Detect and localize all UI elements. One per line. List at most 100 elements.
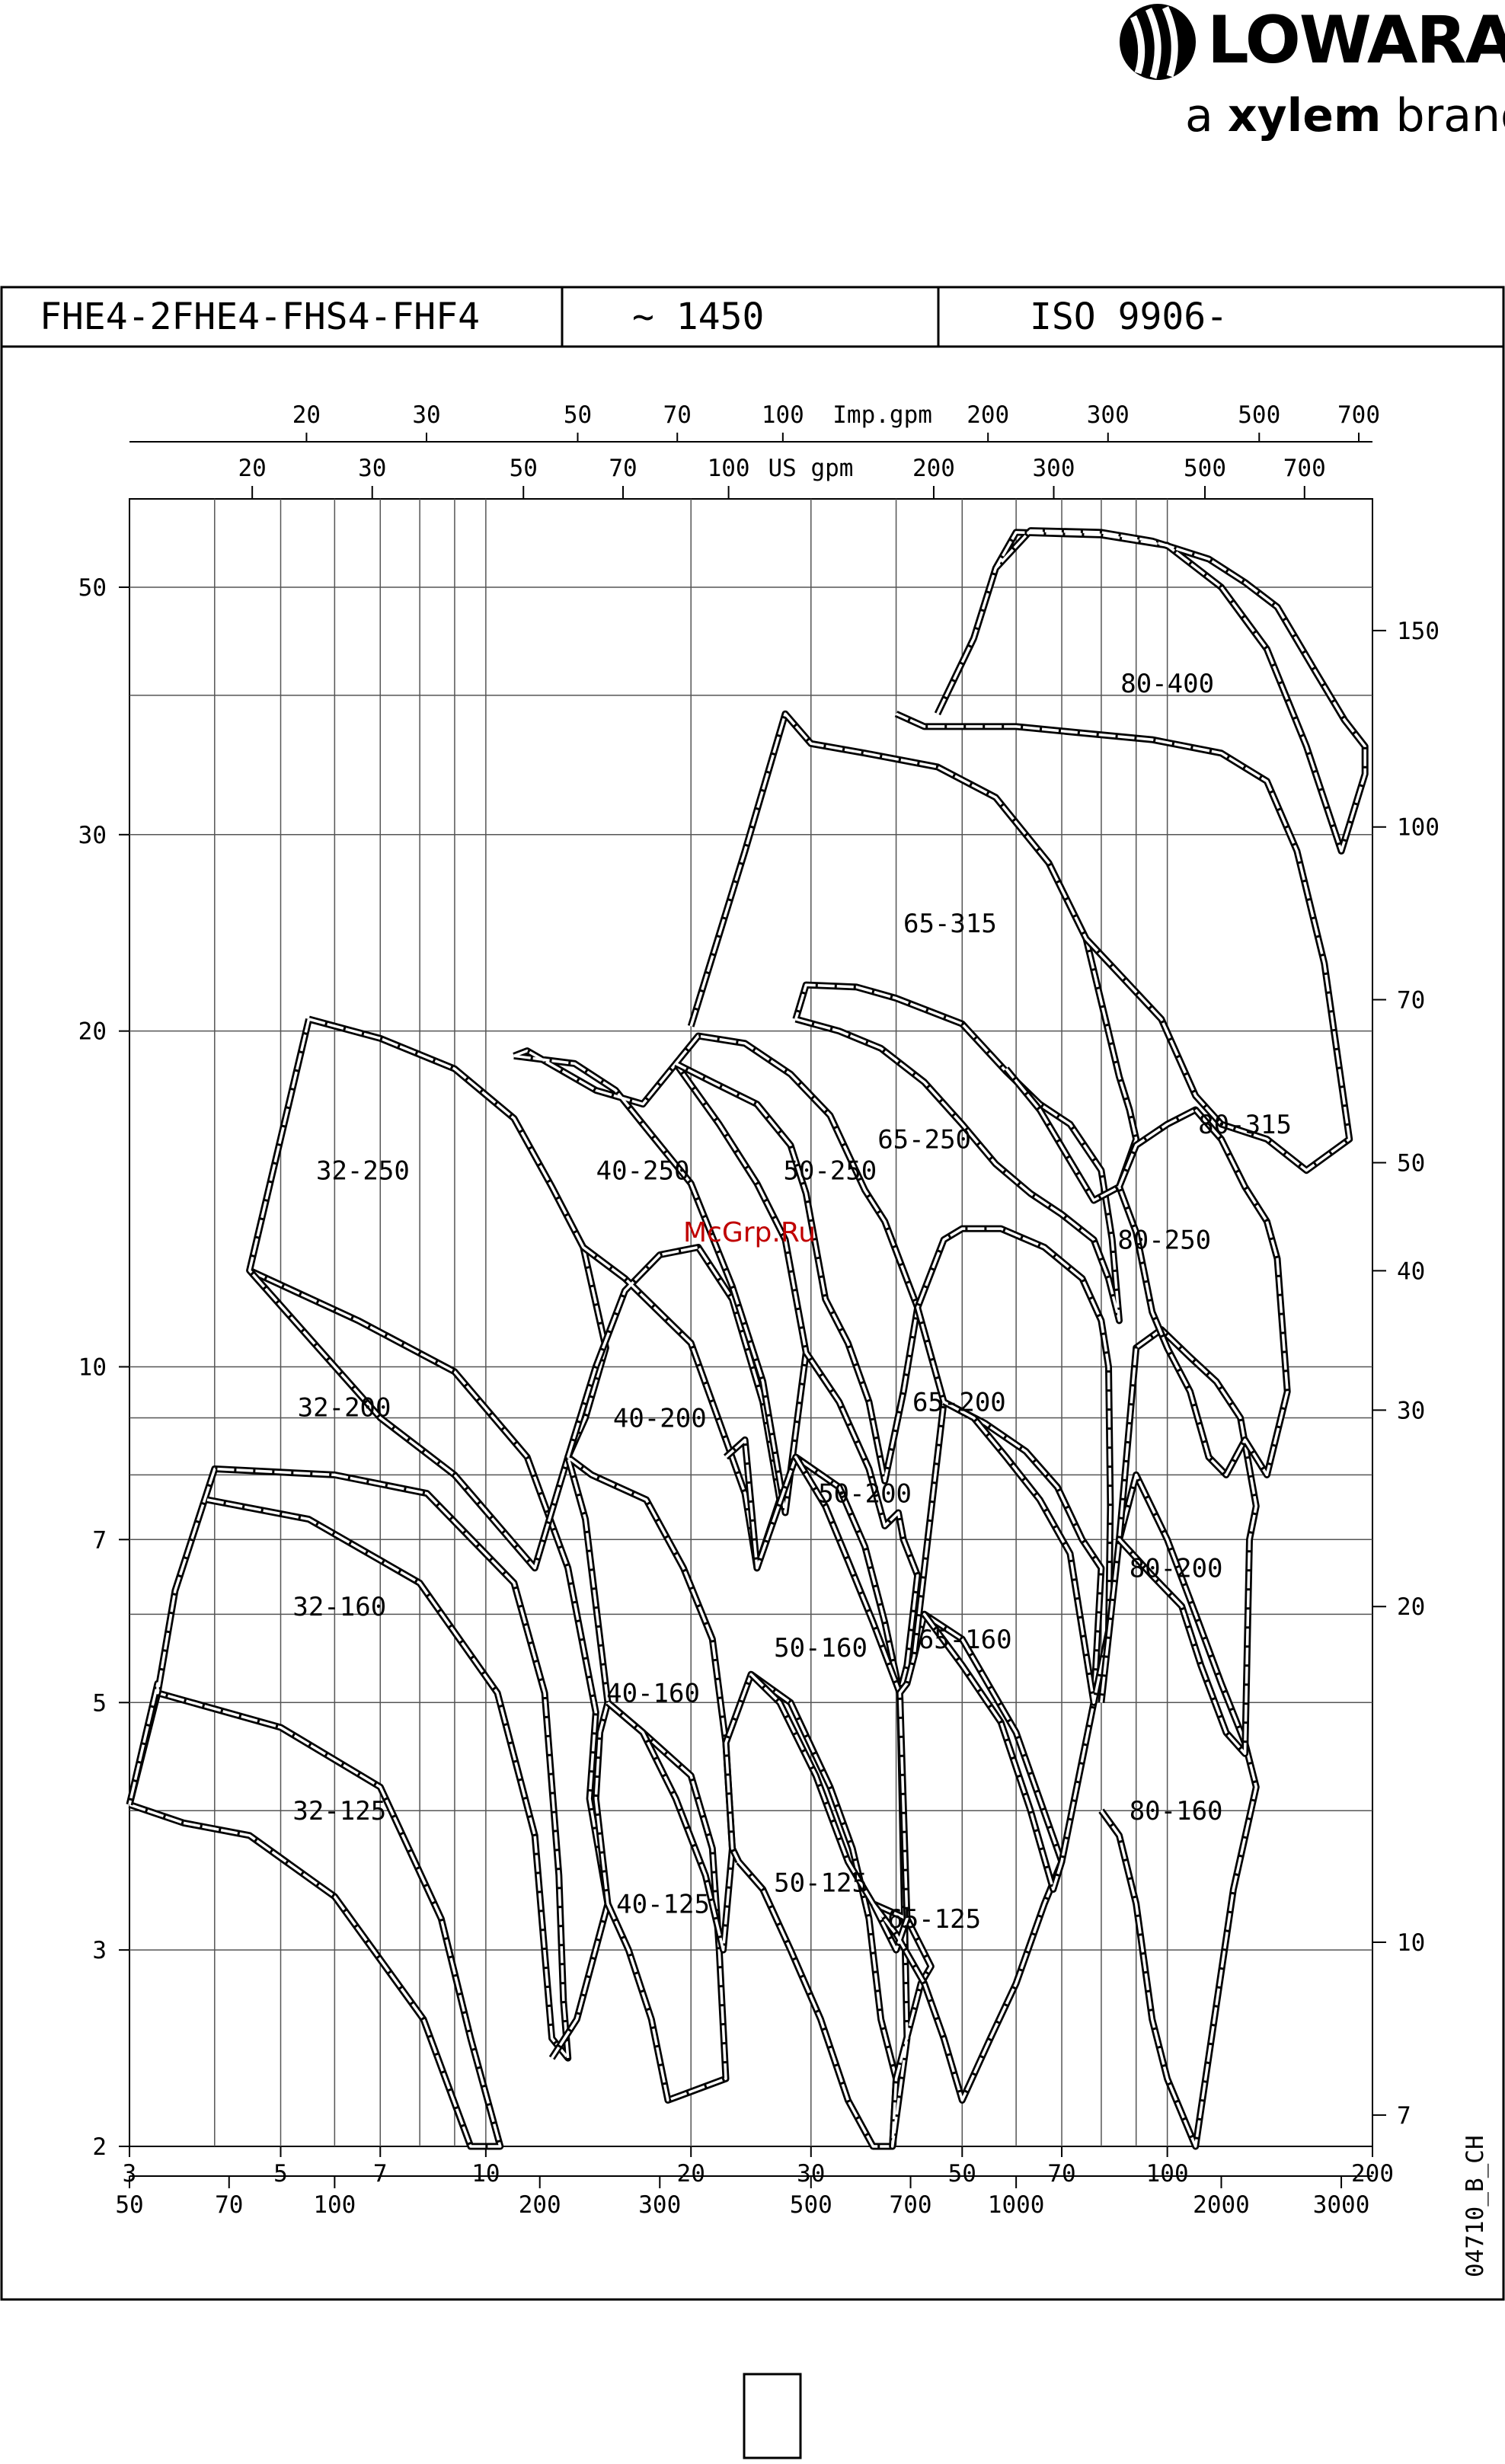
x-tick-label-us: 30 (358, 455, 386, 482)
y-tick-label-ft: 150 (1397, 618, 1439, 645)
x-tick-label-us: 500 (1184, 455, 1226, 482)
curve-65-250-inner (794, 983, 1121, 1322)
x-tick-label-imp: 50 (564, 401, 592, 429)
x-tick-label-us: 200 (912, 455, 955, 482)
chart-frame (0, 286, 1505, 2301)
curve-80-400-inner (936, 529, 1366, 853)
series-label: 40-125 (616, 1890, 710, 1920)
x-tick-label-m3h: 10 (471, 2160, 500, 2188)
plot-area (129, 498, 1373, 2147)
x-tick-label-us: 70 (609, 455, 637, 482)
header-model: FHE4-2FHE4-FHS4-FHF4 (40, 296, 480, 338)
x-tick-label-lmin: 3000 (1313, 2191, 1370, 2219)
series-label: 40-200 (613, 1403, 707, 1433)
curve-65-160-inner (912, 1400, 1103, 1891)
lowara-mark-icon (1120, 4, 1196, 80)
curve-80-160-inner (1100, 1473, 1258, 2148)
y-tick-label-ft: 20 (1397, 1593, 1425, 1621)
x-tick-label-imp: 200 (967, 401, 1009, 429)
drawing-code: 04710_B_CH (1462, 2135, 1489, 2277)
x-tick-label-m3h: 50 (948, 2160, 976, 2188)
lowara-logo: LOWARA a xylem brand (1112, 0, 1505, 152)
series-label: 65-200 (912, 1388, 1006, 1418)
series-label: 65-125 (887, 1904, 981, 1935)
x-tick-label-lmin: 500 (790, 2191, 832, 2219)
watermark: McGrp.Ru (683, 1217, 816, 1248)
x-tick-label-lmin: 300 (638, 2191, 681, 2219)
x-tick-label-us: 20 (238, 455, 267, 482)
series-label: 40-160 (606, 1679, 700, 1709)
x-tick-label-lmin: 2000 (1193, 2191, 1250, 2219)
series-label: 80-200 (1130, 1554, 1223, 1584)
x-tick-label-us: 300 (1033, 455, 1075, 482)
tagline-suffix: brand (1395, 89, 1505, 142)
y-tick-label-ft: 100 (1397, 814, 1439, 842)
us-gpm-unit-label: US gpm (768, 455, 853, 482)
header-speed: ~ 1450 (632, 296, 764, 338)
x-tick-label-imp: 500 (1238, 401, 1280, 429)
tagline-prefix: a (1185, 89, 1228, 142)
series-label: 65-315 (903, 909, 997, 939)
x-tick-label-imp: 30 (412, 401, 440, 429)
x-tick-label-m3h: 7 (373, 2160, 388, 2188)
x-tick-label-m3h: 70 (1047, 2160, 1075, 2188)
page-number-box (743, 2373, 802, 2459)
series-label: 32-125 (292, 1796, 386, 1826)
y-tick-label-ft: 50 (1397, 1150, 1425, 1178)
y-tick-label-m: 10 (78, 1353, 107, 1381)
curve-80-315-inner (895, 712, 1351, 1172)
y-tick-label-m: 30 (78, 822, 107, 849)
brand-name: LOWARA (1207, 2, 1505, 78)
curve-80-250-inner (1117, 1108, 1289, 1477)
x-tick-label-us: 700 (1283, 455, 1326, 482)
curve-40-125-inner (594, 1701, 727, 2102)
series-label: 32-250 (316, 1156, 410, 1187)
series-label: 32-200 (298, 1393, 391, 1424)
y-tick-label-m: 5 (92, 1689, 107, 1717)
curve-40-250-outer (513, 1047, 810, 1516)
y-tick-label-ft: 30 (1397, 1397, 1425, 1424)
imp-gpm-unit-label: Imp.gpm (832, 401, 932, 429)
chart-grid (129, 498, 1373, 2147)
x-tick-label-lmin: 70 (215, 2191, 243, 2219)
y-tick-label-m: 3 (92, 1937, 107, 1964)
curve-50-125-inner (724, 1673, 898, 2148)
curve-50-200-inner (794, 1351, 919, 1695)
curve-32-160-inner (128, 1467, 570, 2060)
curve-80-250-outer (1116, 1106, 1291, 1478)
x-tick-label-lmin: 1000 (988, 2191, 1045, 2219)
series-label: 32-160 (292, 1592, 386, 1622)
y-tick-label-m: 50 (78, 574, 107, 602)
curve-80-200-inner (1117, 1328, 1258, 1756)
y-tick-label-ft: 40 (1397, 1258, 1425, 1285)
x-tick-label-us: 100 (708, 455, 750, 482)
y-tick-label-m: 20 (78, 1018, 107, 1046)
x-tick-label-imp: 20 (292, 401, 321, 429)
curve-32-125-inner (128, 1691, 502, 2148)
x-tick-label-m3h: 100 (1146, 2160, 1189, 2188)
x-tick-label-m3h: 5 (273, 2160, 288, 2188)
series-label: 80-400 (1120, 669, 1214, 699)
brand-tagline: a xylem brand (1185, 93, 1505, 139)
x-tick-label-imp: 100 (762, 401, 804, 429)
curve-32-250-inner (248, 1018, 608, 1570)
series-label: 65-160 (919, 1625, 1012, 1655)
curve-50-250-inner (674, 1034, 919, 1483)
x-tick-label-m3h: 20 (677, 2160, 705, 2188)
x-tick-label-m3h: 3 (123, 2160, 137, 2188)
series-label: 80-315 (1198, 1110, 1292, 1140)
series-label: 65-250 (877, 1125, 971, 1155)
tagline-bold: xylem (1227, 89, 1382, 142)
x-tick-label-lmin: 200 (519, 2191, 561, 2219)
curve-32-200-outer (248, 1267, 612, 2060)
y-tick-label-m: 2 (92, 2133, 107, 2161)
y-tick-label-ft: 70 (1397, 987, 1425, 1015)
curve-65-125-inner (871, 1612, 1063, 2102)
curve-65-200-inner (915, 1227, 1112, 1705)
x-tick-label-m3h: 200 (1351, 2160, 1394, 2188)
x-tick-label-lmin: 100 (313, 2191, 356, 2219)
series-label: 80-160 (1130, 1796, 1223, 1826)
chart-series-labels: 32-125 32-160 32-200 32-250 40-125 40-160 40-2… (292, 669, 1292, 1935)
y-tick-label-m: 7 (92, 1526, 107, 1554)
series-label: 40-250 (596, 1156, 690, 1187)
